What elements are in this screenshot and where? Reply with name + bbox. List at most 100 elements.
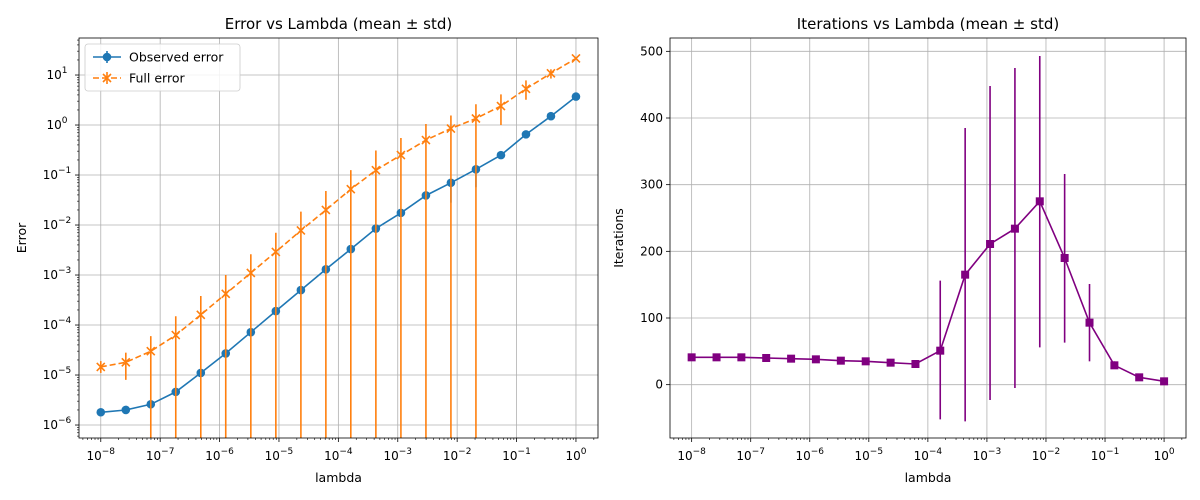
data-point [687,353,696,362]
legend-box [84,43,241,92]
legend-label: Full error [129,71,185,86]
x-axis-label: lambda [315,470,362,485]
data-point [121,405,131,415]
data-point [936,346,945,355]
y-tick-label: 10−5 [43,366,72,382]
y-tick-label: 100 [640,311,663,325]
data-point [96,362,106,372]
data-point [321,205,331,215]
x-tick-label: 100 [1154,447,1175,463]
data-point [446,123,456,134]
data-point [1160,377,1169,386]
data-point [196,310,206,320]
data-point [986,240,995,248]
x-tick-label: 10−1 [502,447,531,463]
y-tick-label: 10−1 [43,166,72,182]
y-tick-label: 400 [640,111,663,125]
data-point [1035,197,1044,206]
chart-title: Error vs Lambda (mean ± std) [225,15,453,33]
data-point [271,247,281,257]
data-point [121,357,131,367]
axes-frame [669,37,1187,439]
x-axis-label: lambda [905,470,952,485]
ticks: 10−8 10−7 10−6 10−5 10−4 10−3 10−2 10−1 100 10−6 1… [43,39,595,463]
y-axis-label: Iterations [611,208,626,268]
data-point [421,135,431,145]
data-point [221,289,231,299]
data-point [521,84,531,94]
chart-title: Iterations vs Lambda (mean ± std) [797,15,1059,33]
y-tick-label: 0 [655,378,663,392]
y-tick-label: 500 [640,44,663,58]
series-line [100,95,577,414]
data-point [146,346,156,356]
data-point [762,354,771,362]
y-tick-label: 10−2 [43,216,72,232]
data-point [1135,373,1144,382]
ticks: 10−8 10−7 10−6 10−5 10−4 10−3 10−2 10−1 100 0 100 2… [640,44,1183,463]
y-tick-label: 101 [46,66,67,82]
x-tick-label: 10−8 [677,447,706,463]
data-point [1110,361,1119,370]
data-point [1010,224,1019,233]
x-tick-label: 10−2 [1032,447,1061,463]
x-tick-label: 10−6 [795,447,824,463]
x-tick-label: 10−7 [736,447,765,463]
series-2 [96,53,581,438]
data-point [496,101,506,111]
data-point [712,353,721,362]
x-tick-label: 10−4 [914,447,943,463]
legend: Observed error Full error [84,43,241,92]
data-point [521,130,531,139]
data-point [96,407,106,417]
legend-entry: Full error [93,71,185,86]
chart-1: 10−8 10−7 10−6 10−5 10−4 10−3 10−2 10−1 100 10−6 1… [14,15,599,485]
grid [670,38,1186,438]
x-tick-label: 10−6 [205,447,234,463]
y-tick-label: 10−4 [43,316,72,332]
data-point [811,355,820,364]
data-point [471,113,481,124]
data-point [546,111,556,121]
data-point [1060,254,1069,262]
chart-2: 10−8 10−7 10−6 10−5 10−4 10−3 10−2 10−1 100 0 100 2… [611,15,1187,485]
data-point [371,165,381,175]
legend-entry: Observed error [93,50,224,65]
series-line [691,199,1165,383]
series-line [100,57,577,368]
y-tick-label: 10−3 [43,266,72,282]
x-tick-label: 10−8 [86,447,115,463]
x-tick-label: 10−7 [146,447,175,463]
data-point [296,225,306,235]
data-point [787,354,796,363]
x-tick-label: 10−5 [855,447,884,463]
legend-marker [102,52,112,62]
x-tick-label: 10−5 [265,447,294,463]
x-tick-label: 10−4 [324,447,353,463]
grid [79,38,598,438]
series-1 [687,56,1169,422]
legend-label: Observed error [129,50,224,65]
x-tick-label: 10−1 [1091,447,1120,463]
data-point [737,353,746,362]
data-point [1085,318,1094,327]
data-point [496,150,506,160]
axes-frame [78,37,599,439]
y-tick-label: 10−6 [43,416,72,432]
data-point [571,53,581,63]
y-tick-label: 100 [46,116,67,132]
data-point [346,184,356,194]
data-point [861,357,870,366]
data-point [886,358,895,367]
data-point [546,68,556,78]
data-point [396,150,406,160]
data-point [246,268,256,278]
x-tick-label: 10−2 [443,447,472,463]
x-tick-label: 100 [565,447,586,463]
legend-marker [102,73,112,83]
data-point [961,270,970,279]
data-point [836,356,845,365]
y-axis-label: Error [14,222,29,253]
y-tick-label: 300 [640,178,663,192]
